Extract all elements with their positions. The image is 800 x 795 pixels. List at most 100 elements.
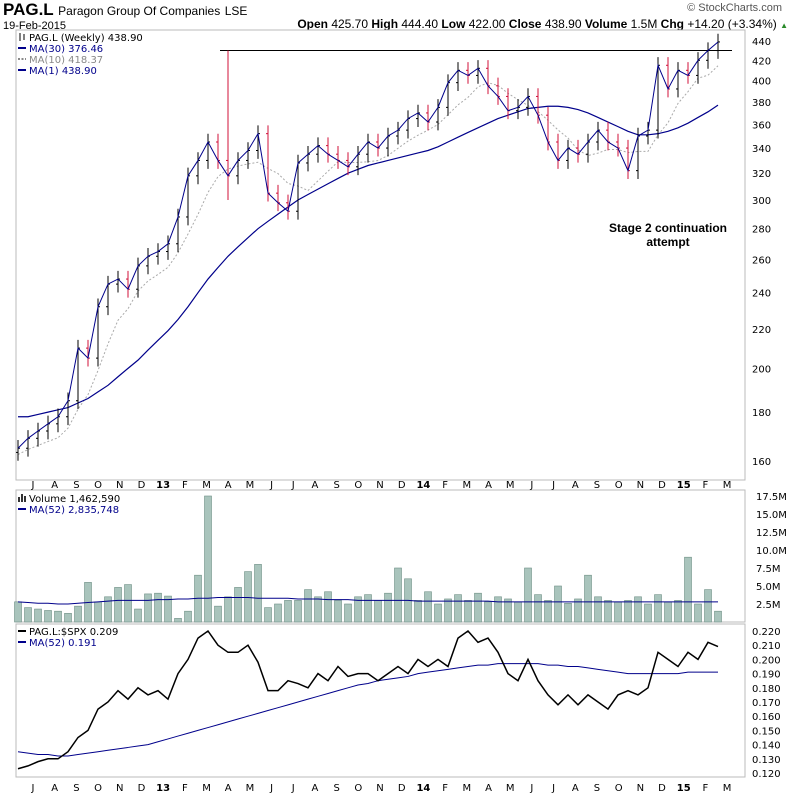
date-tick-label: J (269, 480, 273, 491)
vol-volume-legend-icon (21, 494, 23, 502)
date-tick-label: J (269, 783, 273, 794)
volume-tick-label: 10.0M (756, 546, 787, 557)
date-tick-label: D (658, 783, 666, 794)
date-tick-label: A (572, 783, 579, 794)
volume-bar (124, 584, 132, 623)
volume-bar (534, 594, 542, 623)
volume-bar (64, 613, 72, 623)
volume-bar (244, 571, 252, 623)
date-tick-label: A (312, 480, 319, 491)
vol-volume-legend-icon (24, 496, 26, 502)
volume-bar (14, 601, 22, 623)
volume-bar (614, 601, 622, 623)
ratio-tick-label: 0.220 (752, 627, 781, 638)
volume-bar (314, 596, 322, 623)
volume-bar (284, 600, 292, 623)
volume-bar (224, 596, 232, 623)
date-tick-label: N (376, 480, 383, 491)
volume-bar (134, 608, 142, 623)
legend-entry: Volume 1,462,590 (29, 494, 120, 505)
volume-bar (574, 598, 582, 623)
date-tick-label: O (94, 480, 102, 491)
panel-frame-0 (15, 29, 746, 481)
date-tick-label: O (615, 480, 623, 491)
price-tick-label: 320 (752, 169, 771, 180)
volume-bar (644, 603, 652, 623)
volume-tick-label: 17.5M (756, 492, 787, 503)
legend-entry: PAG.L:$SPX 0.209 (29, 627, 118, 638)
price-tick-label: 180 (752, 408, 771, 419)
volume-bar (454, 594, 462, 623)
date-tick-label: O (354, 480, 362, 491)
quote-value: 422.00 (468, 17, 509, 31)
ratio-tick-label: 0.120 (752, 769, 781, 780)
volume-bar (324, 591, 332, 623)
date-tick-label: F (442, 480, 448, 491)
volume-ma52-line (17, 597, 718, 605)
quote-label: High (371, 17, 402, 31)
exchange: LSE (224, 4, 248, 18)
volume-bar (674, 600, 682, 623)
volume-bar (344, 603, 352, 623)
date-tick-label: A (485, 480, 492, 491)
price-tick-label: 300 (752, 196, 771, 207)
volume-bar (684, 556, 692, 623)
date-tick-label: F (703, 783, 709, 794)
date-tick-label: 13 (156, 480, 170, 491)
volume-bar (554, 585, 562, 623)
volume-bar (664, 601, 672, 623)
price-tick-label: 280 (752, 225, 771, 236)
volume-tick-label: 15.0M (756, 510, 787, 521)
date-tick-label: S (333, 783, 339, 794)
date-tick-label: A (51, 783, 58, 794)
vol-legend-line-icon (18, 508, 26, 510)
volume-bar (594, 596, 602, 623)
date-tick-label: F (703, 480, 709, 491)
volume-bar (164, 595, 172, 623)
chart-title: PAG.L Paragon Group Of Companies LSE (3, 0, 248, 20)
date-tick-label: O (94, 783, 102, 794)
volume-bar (584, 574, 592, 623)
quote-value: 444.40 (401, 17, 442, 31)
ma10-line (17, 65, 719, 455)
quote-label: Volume (584, 17, 631, 31)
volume-bar (624, 600, 632, 623)
volume-bar (334, 600, 342, 623)
date-tick-label: J (551, 783, 555, 794)
chart-date: 19-Feb-2015 (3, 20, 66, 32)
price-tick-label: 360 (752, 120, 771, 131)
quote-label: Close (508, 17, 545, 31)
price-tick-label: 380 (752, 98, 771, 109)
date-tick-label: A (312, 783, 319, 794)
volume-bar (564, 602, 572, 623)
legend-entry: PAG.L (Weekly) 438.90 (29, 33, 143, 44)
price-legend-line-icon (18, 47, 26, 49)
volume-bar (184, 610, 192, 623)
date-tick-label: A (485, 783, 492, 794)
quote-value: 425.70 (331, 17, 372, 31)
date-tick-label: O (354, 783, 362, 794)
volume-bar (274, 603, 282, 623)
date-tick-label: J (31, 480, 35, 491)
date-tick-label: A (572, 480, 579, 491)
price-tick-label: 440 (752, 37, 771, 48)
volume-bar (394, 567, 402, 623)
price-tick-label: 400 (752, 77, 771, 88)
date-tick-label: F (442, 783, 448, 794)
date-tick-label: M (202, 480, 211, 491)
volume-bar (44, 610, 52, 623)
date-tick-label: J (529, 480, 533, 491)
price-tick-label: 420 (752, 56, 771, 67)
volume-bar (364, 594, 372, 623)
date-tick-label: N (637, 783, 644, 794)
volume-tick-label: 12.5M (756, 528, 787, 539)
volume-bar (474, 592, 482, 623)
volume-bar (604, 600, 612, 623)
company-name: Paragon Group Of Companies (58, 4, 221, 18)
ratio-line (17, 629, 719, 770)
volume-bar (464, 600, 472, 623)
quote-value: 438.90 (544, 17, 585, 31)
volume-bar (54, 610, 62, 623)
price-tick-label: 200 (752, 364, 771, 375)
